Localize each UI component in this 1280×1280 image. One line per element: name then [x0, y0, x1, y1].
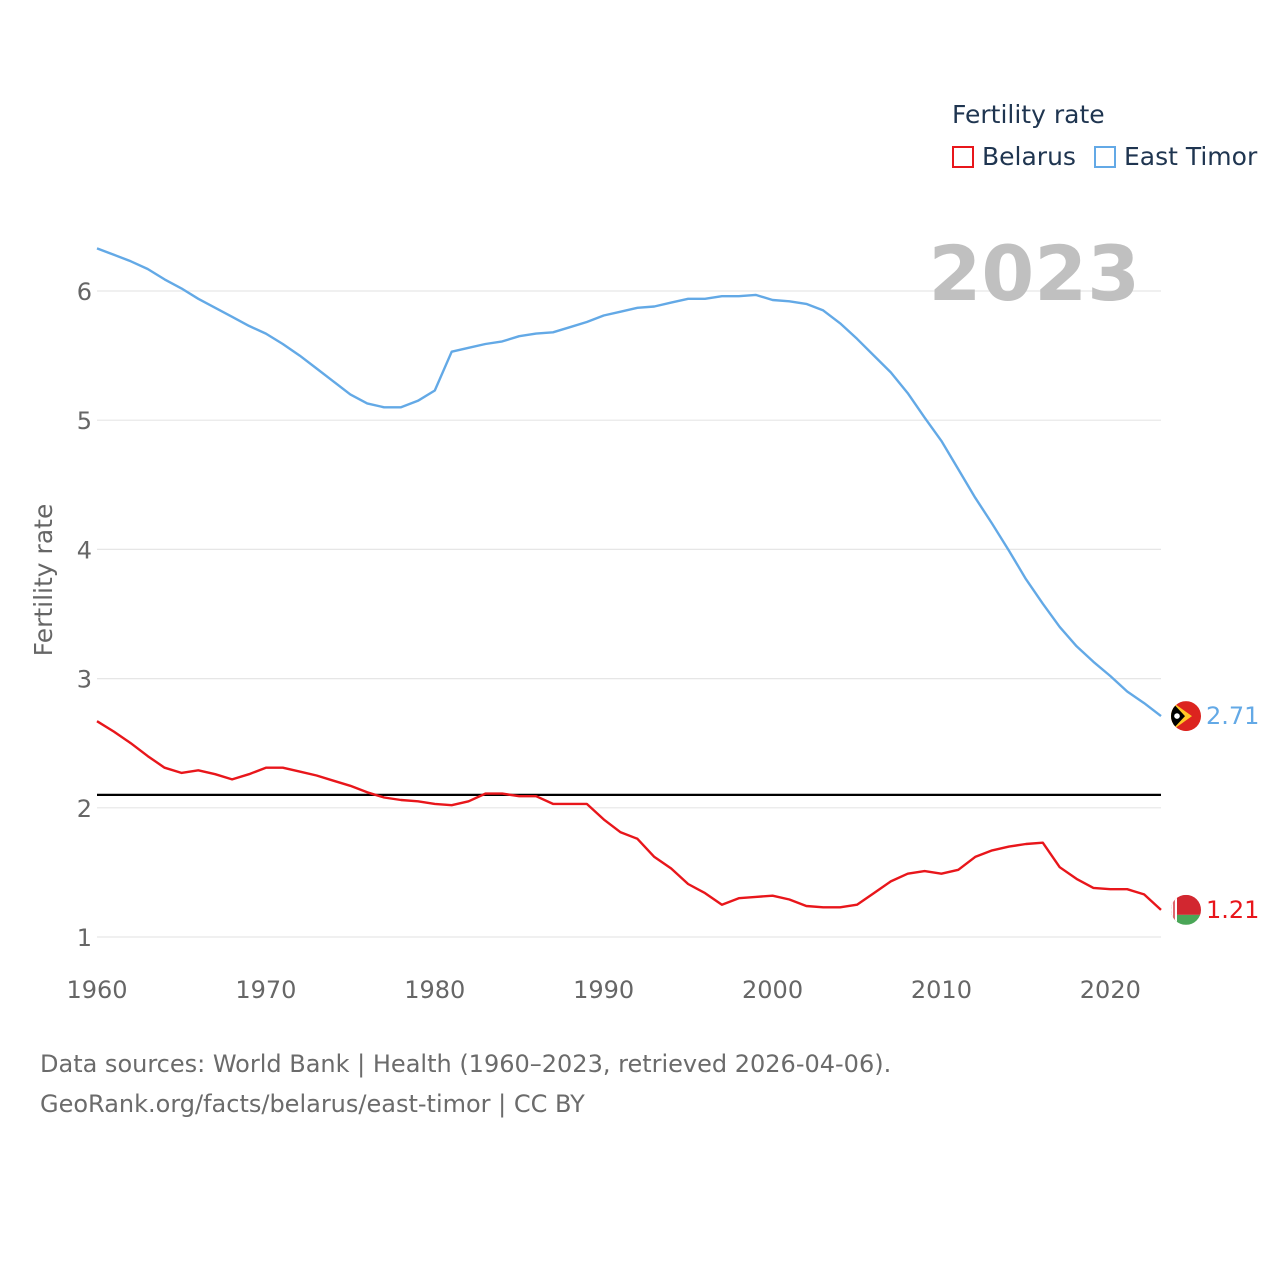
- legend: Belarus East Timor: [952, 142, 1275, 171]
- x-axis-ticks: 1960 1970 1980 1990 2000 2010 2020: [66, 976, 1140, 1004]
- x-tick-2000: 2000: [742, 976, 803, 1004]
- y-tick-4: 4: [77, 536, 92, 564]
- flag-icon-east-timor: [1171, 701, 1201, 732]
- legend-item-belarus[interactable]: Belarus: [952, 142, 1076, 171]
- y-axis-ticks: 1 2 3 4 5 6: [77, 278, 92, 952]
- end-markers: 1.21 2.71: [1171, 701, 1259, 925]
- x-tick-1980: 1980: [404, 976, 465, 1004]
- footer: Data sources: World Bank | Health (1960–…: [40, 1044, 891, 1124]
- end-value-belarus: 1.21: [1206, 896, 1259, 924]
- y-tick-6: 6: [77, 278, 92, 306]
- y-tick-1: 1: [77, 924, 92, 952]
- x-tick-2010: 2010: [911, 976, 972, 1004]
- x-tick-2020: 2020: [1080, 976, 1141, 1004]
- y-tick-3: 3: [77, 666, 92, 694]
- legend-swatch-east-timor: [1093, 145, 1116, 168]
- legend-item-east-timor[interactable]: East Timor: [1093, 142, 1258, 171]
- end-value-east-timor: 2.71: [1206, 702, 1259, 730]
- footer-link[interactable]: GeoRank.org/facts/belarus/east-timor | C…: [40, 1090, 585, 1118]
- legend-label-east-timor: East Timor: [1123, 142, 1258, 171]
- year-label: 2023: [928, 229, 1140, 318]
- fertility-line-chart: 1 2 3 4 5 6 1960 1970 1980 1990 2000 2010 2020 Fert…: [29, 229, 1259, 1004]
- legend-swatch-belarus: [952, 145, 974, 168]
- x-tick-1990: 1990: [573, 976, 634, 1004]
- x-tick-1970: 1970: [235, 976, 296, 1004]
- series-line-east-timor: [96, 247, 1162, 718]
- y-axis-label: Fertility rate: [29, 504, 58, 657]
- y-tick-2: 2: [77, 795, 92, 823]
- series-lines: [96, 247, 1162, 911]
- x-tick-1960: 1960: [66, 976, 127, 1004]
- flag-icon-belarus: [1171, 894, 1201, 925]
- y-tick-5: 5: [77, 407, 92, 435]
- series-line-belarus: [96, 720, 1162, 911]
- footer-sources: Data sources: World Bank | Health (1960–…: [40, 1050, 892, 1078]
- grid-lines: [97, 290, 1161, 938]
- legend-label-belarus: Belarus: [982, 142, 1076, 171]
- legend-title: Fertility rate: [952, 100, 1105, 129]
